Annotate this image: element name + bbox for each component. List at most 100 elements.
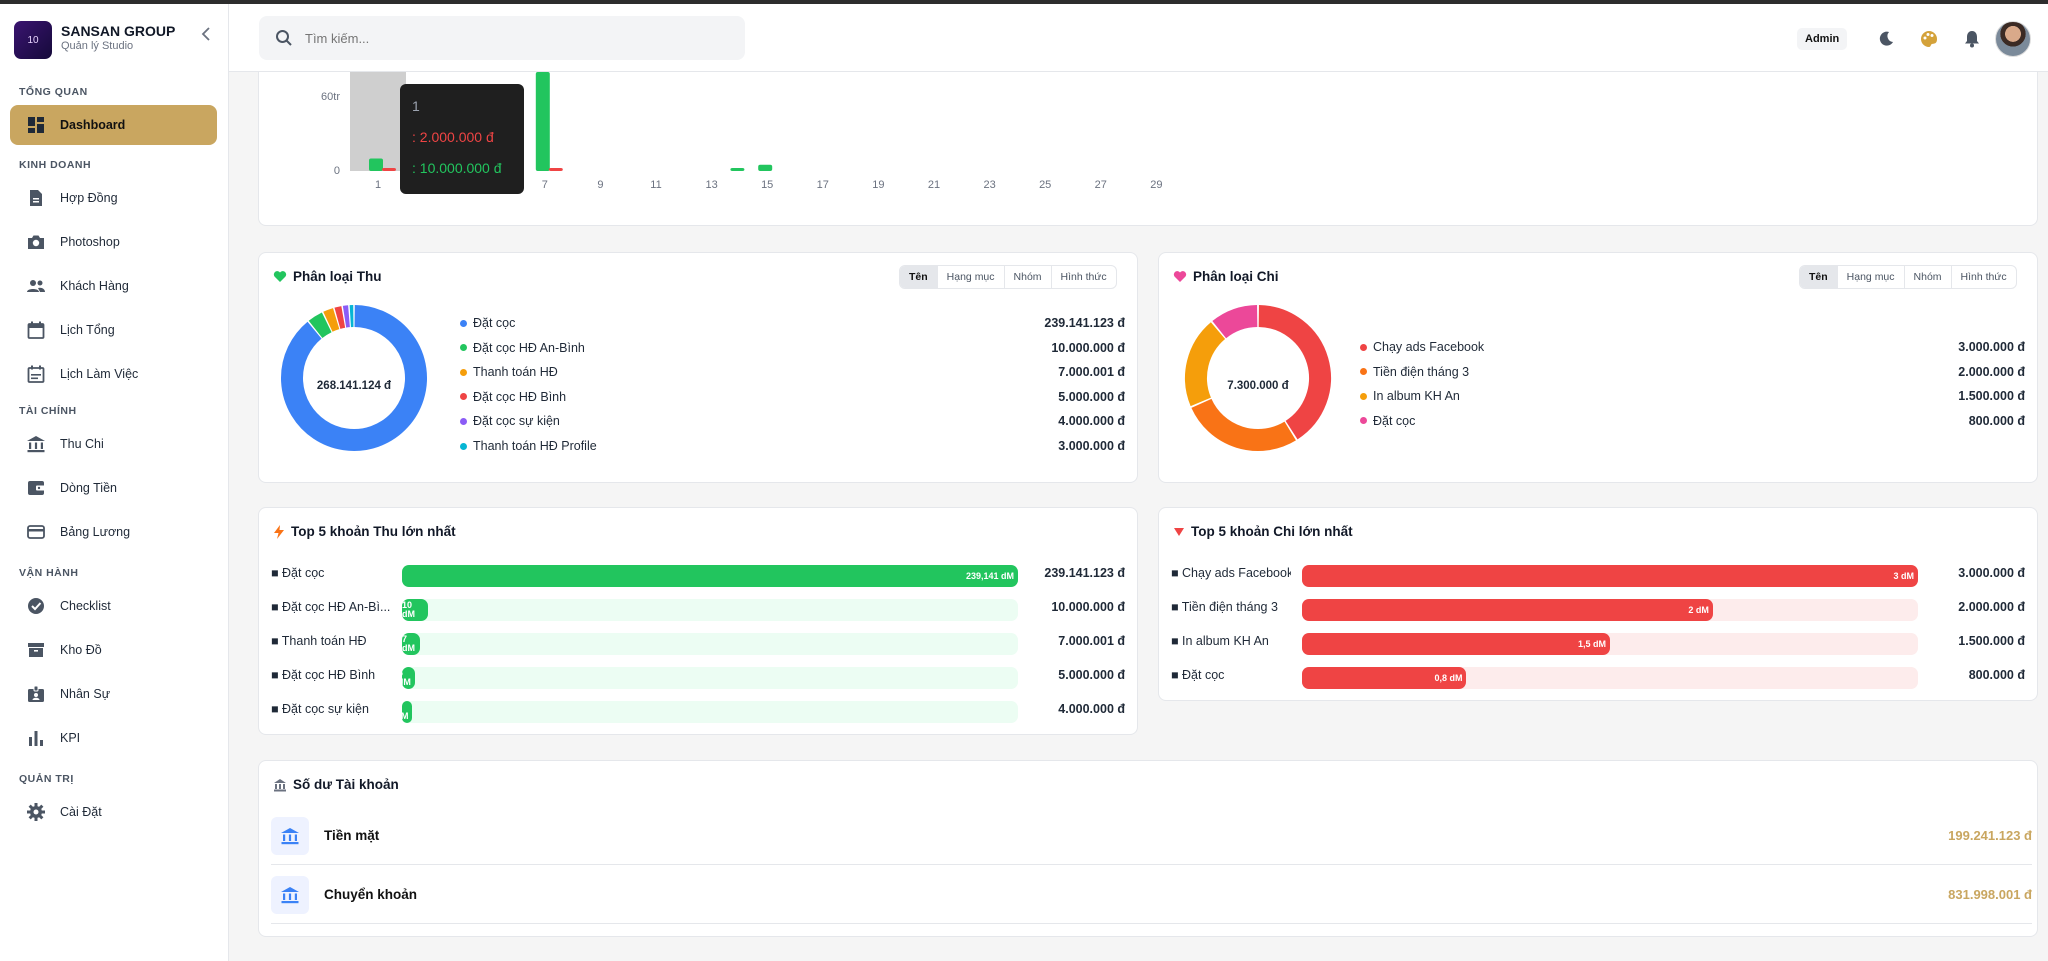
sidebar-item-badge[interactable]: Nhân Sự (10, 674, 217, 714)
chart-tooltip: 1 : 2.000.000 đ : 10.000.000 đ (400, 84, 524, 194)
top-item-label: ■ Đặt cọc sự kiện (271, 702, 369, 716)
account-row[interactable]: Tiền mặt 199.241.123 đ (271, 807, 2032, 865)
top-item-value: 2.000.000 đ (1958, 600, 2025, 614)
sidebar-item-bank[interactable]: Thu Chi (10, 424, 217, 464)
legend-value: 3.000.000 đ (1958, 340, 2025, 354)
sidebar-item-bar-chart[interactable]: KPI (10, 718, 217, 758)
sidebar-item-label: Dòng Tiền (60, 481, 117, 495)
legend-item: Đặt cọc HĐ Bình 5.000.000 đ (460, 385, 1125, 409)
top-item-track: 7 dM (402, 633, 1018, 655)
top-item-row: ■ Đặt cọc HĐ Bình 5 dM 5.000.000 đ (271, 658, 1125, 692)
chevron-left-icon (201, 27, 210, 41)
tab-name[interactable]: Tên (900, 266, 938, 288)
donut-slice (1191, 398, 1296, 451)
expense-total: 7.300.000 đ (1227, 380, 1289, 392)
tab-name[interactable]: Tên (1800, 266, 1838, 288)
sidebar-item-label: Cài Đặt (60, 805, 102, 819)
collapse-sidebar-button[interactable] (201, 27, 211, 44)
daily-chart-card: 60tr0157911131517192123252729 (258, 72, 2038, 226)
tab-category[interactable]: Hạng mục (938, 266, 1005, 288)
top-item-bar: 0,8 dM (1302, 667, 1467, 689)
sidebar-section-title: TÀI CHÍNH (19, 405, 77, 417)
sidebar-item-people[interactable]: Khách Hàng (10, 266, 217, 306)
legend-color-dot (1360, 368, 1367, 376)
sidebar-section-title: VẬN HÀNH (19, 567, 79, 579)
legend-item: Thanh toán HĐ 7.000.001 đ (460, 360, 1125, 384)
expense-group-tabs: Tên Hạng mục Nhóm Hình thức (1799, 265, 2017, 289)
tab-category[interactable]: Hạng mục (1838, 266, 1905, 288)
sidebar-item-check-circle[interactable]: Checklist (10, 586, 217, 626)
user-avatar[interactable] (1995, 21, 2031, 57)
search-box[interactable] (259, 16, 745, 60)
top-item-value: 1.500.000 đ (1958, 634, 2025, 648)
sidebar-item-document[interactable]: Hợp Đồng (10, 178, 217, 218)
top-item-track: 1,5 dM (1302, 633, 1918, 655)
top-item-value: 800.000 đ (1968, 668, 2025, 682)
legend-color-dot (460, 393, 467, 401)
account-balance: 199.241.123 đ (1948, 828, 2032, 843)
top-item-value: 3.000.000 đ (1958, 566, 2025, 580)
search-input[interactable] (305, 30, 725, 46)
legend-value: 7.000.001 đ (1058, 365, 1125, 380)
dashboard-icon (26, 115, 46, 135)
account-name: Chuyển khoản (324, 887, 418, 902)
account-balance-card: Số dư Tài khoản Tiền mặt 199.241.123 đ Chu… (258, 760, 2038, 937)
y-tick-label: 0 (334, 165, 340, 177)
sidebar-item-label: KPI (60, 731, 81, 745)
legend-color-dot (460, 319, 467, 327)
notifications-button[interactable] (1961, 28, 1983, 50)
income-donut-chart (281, 305, 427, 451)
top-item-row: ■ Thanh toán HĐ 7 dM 7.000.001 đ (271, 624, 1125, 658)
brand-logo: 10 (14, 21, 52, 59)
x-tick-label: 1 (375, 179, 381, 191)
top-item-label: ■ Thanh toán HĐ (271, 634, 367, 648)
account-row[interactable]: Chuyển khoản 831.998.001 đ (271, 866, 2032, 924)
top-income-card: Top 5 khoản Thu lớn nhất ■ Đặt cọc 239,14… (258, 507, 1138, 735)
sidebar-item-calendar[interactable]: Lịch Tổng (10, 310, 217, 350)
hover-highlight (350, 72, 406, 171)
brand: 10 SANSAN GROUP Quản lý Studio (14, 17, 214, 61)
tab-method[interactable]: Hình thức (1060, 271, 1107, 283)
top-item-label: ■ Đặt cọc HĐ An-Bì... (271, 600, 391, 614)
legend-item: In album KH An 1.500.000 đ (1360, 384, 2025, 408)
search-icon (276, 30, 292, 46)
legend-color-dot (1360, 417, 1367, 425)
legend-color-dot (1360, 392, 1367, 400)
sidebar-item-archive[interactable]: Kho Đồ (10, 630, 217, 670)
top-header: Admin (229, 4, 2048, 72)
triangle-down-icon (1174, 527, 1184, 536)
sidebar-item-camera[interactable]: Photoshop (10, 222, 217, 262)
donut-slice (342, 305, 350, 328)
tab-group[interactable]: Nhóm (1005, 266, 1052, 288)
sidebar-item-wallet[interactable]: Dòng Tiền (10, 468, 217, 508)
dark-mode-toggle[interactable] (1875, 28, 1897, 50)
sidebar-item-label: Nhân Sự (60, 687, 111, 701)
x-tick-label: 21 (928, 179, 940, 191)
income-total: 268.141.124 đ (316, 380, 392, 392)
tab-method[interactable]: Hình thức (1960, 271, 2007, 283)
income-breakdown-title: Phân loại Thu (273, 269, 382, 284)
sidebar-item-calendar-list[interactable]: Lịch Làm Việc (10, 354, 217, 394)
top-item-track: 4 dM (402, 701, 1018, 723)
top-item-track: 10 dM (402, 599, 1018, 621)
top-income-title: Top 5 khoản Thu lớn nhất (273, 524, 456, 539)
calendar-list-icon (26, 364, 46, 384)
window-top-border (0, 0, 2048, 4)
gear-icon (26, 802, 46, 822)
x-tick-label: 23 (983, 179, 995, 191)
top-item-label: ■ Tiền điện tháng 3 (1171, 600, 1278, 614)
x-tick-label: 15 (761, 179, 773, 191)
sidebar-item-card[interactable]: Bảng Lương (10, 512, 217, 552)
legend-value: 2.000.000 đ (1958, 364, 2025, 379)
x-tick-label: 13 (705, 179, 717, 191)
legend-item: Đặt cọc 800.000 đ (1360, 409, 2025, 433)
sidebar-item-dashboard[interactable]: Dashboard (10, 105, 217, 145)
sidebar-item-gear[interactable]: Cài Đặt (10, 792, 217, 832)
top-item-bar: 2 dM (1302, 599, 1713, 621)
legend-value: 800.000 đ (1968, 413, 2025, 428)
tab-group[interactable]: Nhóm (1905, 266, 1952, 288)
top-item-bar: 7 dM (402, 633, 420, 655)
donut-slice (1212, 305, 1258, 339)
sidebar-item-label: Lịch Tổng (60, 323, 115, 337)
theme-button[interactable] (1918, 28, 1940, 50)
